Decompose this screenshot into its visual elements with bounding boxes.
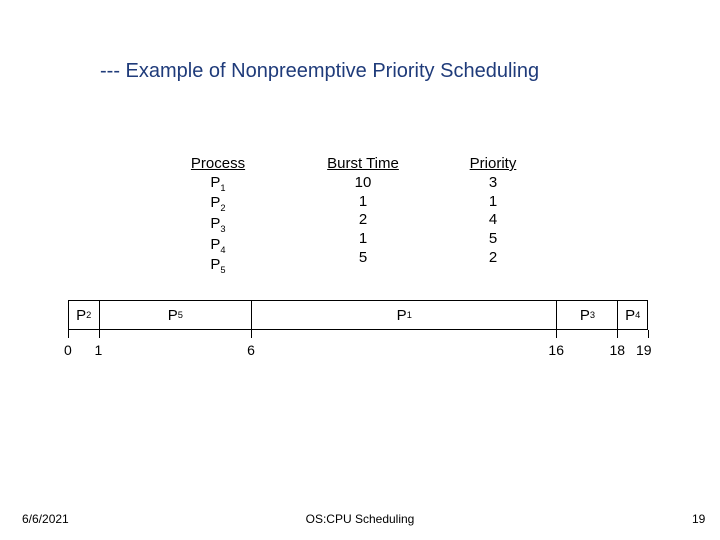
table-cell: 1 (288, 193, 438, 212)
table-cell: P4 (148, 236, 288, 257)
gantt-tick-label: 0 (64, 342, 72, 358)
gantt-tick (99, 330, 100, 338)
table-col: Priority31452 (438, 155, 548, 268)
table-cell: P3 (148, 215, 288, 236)
slide-title: --- Example of Nonpreemptive Priority Sc… (100, 60, 539, 83)
footer-center: OS:CPU Scheduling (0, 512, 720, 526)
gantt-bar: P2P5P1P3P4 (68, 300, 648, 330)
gantt-segment: P4 (617, 301, 648, 329)
table-cell: P1 (148, 174, 288, 195)
gantt-tick (251, 330, 252, 338)
process-table: ProcessP1P2P3P4P5Burst Time101215Priorit… (148, 155, 548, 277)
table-col: ProcessP1P2P3P4P5 (148, 155, 288, 277)
table-col: Burst Time101215 (288, 155, 438, 268)
table-cell: 4 (438, 211, 548, 230)
gantt-tick-label: 6 (247, 342, 255, 358)
table-cell: 2 (438, 249, 548, 268)
title-dashes: --- (100, 60, 120, 82)
gantt-chart: P2P5P1P3P4 016161819 (68, 300, 648, 360)
table-cell: 1 (438, 193, 548, 212)
table-cell: 2 (288, 211, 438, 230)
table-header: Burst Time (288, 155, 438, 174)
gantt-tick (556, 330, 557, 338)
footer-page: 19 (692, 512, 705, 526)
gantt-tick-label: 18 (609, 342, 625, 358)
gantt-ticks: 016161819 (68, 330, 648, 360)
gantt-tick-label: 19 (636, 342, 652, 358)
table-cell: 3 (438, 174, 548, 193)
gantt-tick (648, 330, 649, 338)
table-cell: 10 (288, 174, 438, 193)
table-cell: 5 (288, 249, 438, 268)
table-cell: 5 (438, 230, 548, 249)
table-cell: P5 (148, 256, 288, 277)
table-header: Process (148, 155, 288, 174)
table-cell: P2 (148, 194, 288, 215)
title-text: Example of Nonpreemptive Priority Schedu… (126, 60, 540, 82)
gantt-tick-label: 16 (548, 342, 564, 358)
gantt-segment: P1 (251, 301, 556, 329)
gantt-tick (617, 330, 618, 338)
gantt-tick-label: 1 (95, 342, 103, 358)
table-cell: 1 (288, 230, 438, 249)
gantt-segment: P5 (99, 301, 252, 329)
gantt-tick (68, 330, 69, 338)
table-header: Priority (438, 155, 548, 174)
gantt-segment: P2 (68, 301, 99, 329)
gantt-segment: P3 (556, 301, 617, 329)
